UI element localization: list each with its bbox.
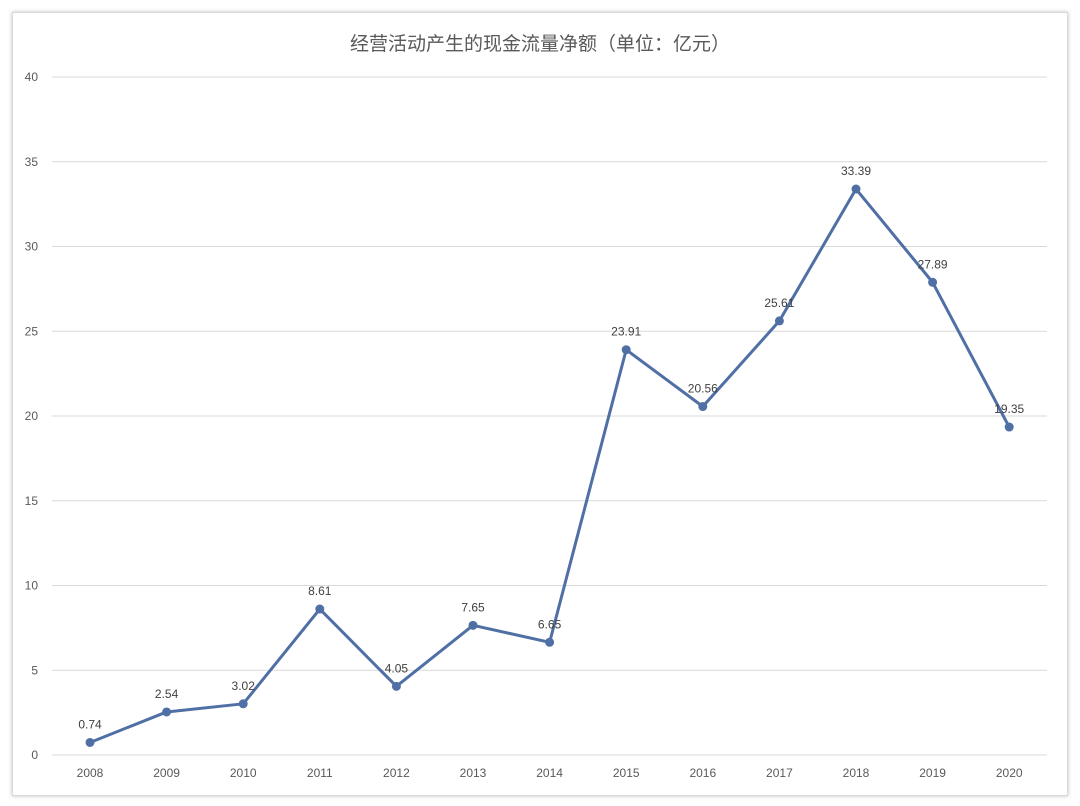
data-label: 0.74 [78,717,102,731]
x-tick-label: 2009 [153,766,180,780]
data-points [85,184,1014,747]
x-axis-ticks: 2008 2009 2010 2011 2012 2013 2014 2015 2016 2017… [77,766,1023,780]
data-label: 2.54 [155,687,179,701]
data-label: 23.91 [611,325,641,339]
data-label: 19.35 [994,402,1024,416]
data-label: 33.39 [841,164,871,178]
data-label: 8.61 [308,584,332,598]
gridlines [52,76,1047,756]
y-tick-label: 35 [25,155,39,169]
data-point [468,620,478,630]
data-point [621,345,631,355]
data-point [851,184,861,194]
data-point [1004,422,1014,432]
y-tick-label: 15 [25,494,39,508]
y-tick-label: 0 [31,748,38,762]
data-point [315,604,325,614]
data-point [928,277,938,287]
chart-title: 经营活动产生的现金流量净额（单位：亿元） [350,33,730,55]
y-tick-label: 40 [25,70,39,84]
y-axis-ticks: 0 5 10 15 20 25 30 35 40 [25,70,39,762]
data-label: 27.89 [918,257,948,271]
data-point [698,402,708,412]
data-labels: 0.74 2.54 3.02 8.61 4.05 7.65 6.65 23.91 20.56 25… [78,164,1024,731]
x-tick-label: 2011 [307,766,333,780]
data-label: 4.05 [385,661,409,675]
x-tick-label: 2014 [536,766,563,780]
data-label: 25.61 [764,296,794,310]
x-tick-label: 2012 [383,766,410,780]
y-tick-label: 10 [25,579,39,593]
data-point [545,637,555,647]
x-tick-label: 2017 [766,766,793,780]
x-tick-label: 2015 [613,766,640,780]
data-label: 7.65 [461,600,485,614]
data-point [774,316,784,326]
data-label: 3.02 [232,679,256,693]
data-point [391,681,401,691]
data-label: 20.56 [688,382,718,396]
series-line [88,187,1011,744]
x-tick-label: 2008 [77,766,104,780]
y-tick-label: 30 [25,240,39,254]
x-tick-label: 2019 [919,766,946,780]
data-point [162,707,172,717]
chart-frame [12,12,1068,796]
x-tick-label: 2010 [230,766,257,780]
y-tick-label: 20 [25,409,39,423]
y-tick-label: 25 [25,324,39,338]
y-tick-label: 5 [31,663,38,677]
x-tick-label: 2013 [460,766,487,780]
x-tick-label: 2016 [689,766,716,780]
x-tick-label: 2020 [996,766,1023,780]
data-point [238,699,248,709]
data-label: 6.65 [538,617,562,631]
data-point [85,737,95,747]
x-tick-label: 2018 [843,766,870,780]
